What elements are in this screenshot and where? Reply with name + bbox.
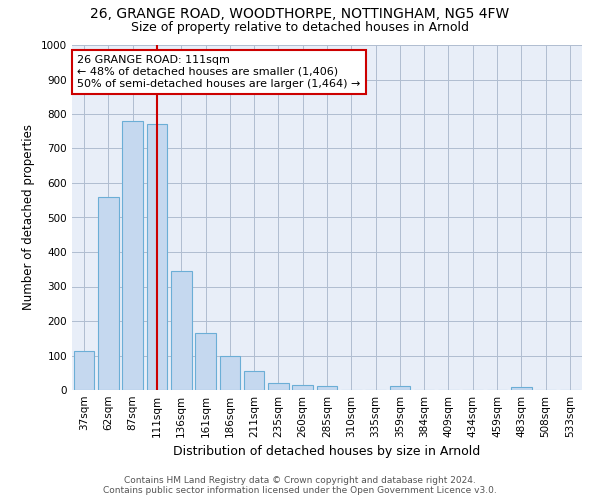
Bar bbox=[511, 387, 532, 390]
Bar bbox=[244, 371, 265, 390]
X-axis label: Distribution of detached houses by size in Arnold: Distribution of detached houses by size … bbox=[173, 446, 481, 458]
Text: 26 GRANGE ROAD: 111sqm
← 48% of detached houses are smaller (1,406)
50% of semi-: 26 GRANGE ROAD: 111sqm ← 48% of detached… bbox=[77, 56, 361, 88]
Bar bbox=[195, 333, 216, 390]
Text: 26, GRANGE ROAD, WOODTHORPE, NOTTINGHAM, NG5 4FW: 26, GRANGE ROAD, WOODTHORPE, NOTTINGHAM,… bbox=[91, 8, 509, 22]
Bar bbox=[268, 383, 289, 390]
Y-axis label: Number of detached properties: Number of detached properties bbox=[22, 124, 35, 310]
Bar bbox=[292, 385, 313, 390]
Bar bbox=[171, 272, 191, 390]
Bar bbox=[220, 356, 240, 390]
Bar bbox=[122, 121, 143, 390]
Bar bbox=[389, 386, 410, 390]
Text: Size of property relative to detached houses in Arnold: Size of property relative to detached ho… bbox=[131, 21, 469, 34]
Bar bbox=[146, 124, 167, 390]
Bar bbox=[98, 198, 119, 390]
Bar bbox=[317, 386, 337, 390]
Bar bbox=[74, 351, 94, 390]
Text: Contains HM Land Registry data © Crown copyright and database right 2024.
Contai: Contains HM Land Registry data © Crown c… bbox=[103, 476, 497, 495]
